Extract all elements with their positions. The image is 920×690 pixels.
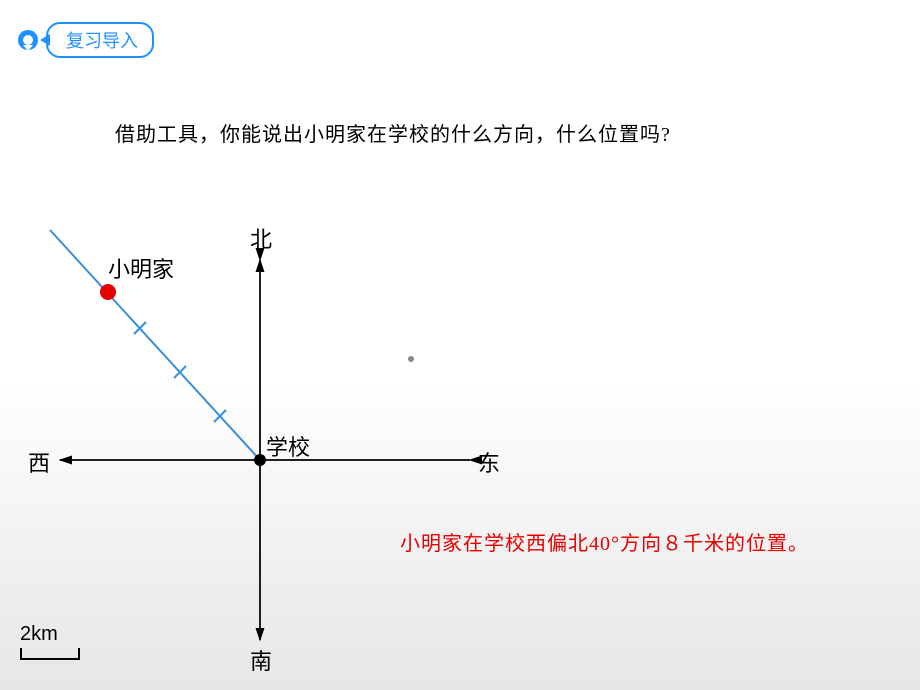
slide-center-marker <box>408 356 414 362</box>
section-badge: 复习导入 <box>46 22 154 58</box>
question-text: 借助工具，你能说出小明家在学校的什么方向，什么位置吗? <box>115 118 671 147</box>
east-label: 东 <box>478 446 500 478</box>
west-label: 西 <box>28 446 50 478</box>
diagram-svg <box>20 220 500 670</box>
home-point <box>100 284 116 300</box>
north-label: 北 <box>250 222 272 254</box>
badge-label: 复习导入 <box>66 31 138 51</box>
south-label: 南 <box>250 644 272 676</box>
bulb-icon <box>18 30 38 50</box>
scale-indicator: 2km <box>20 623 80 660</box>
home-label: 小明家 <box>108 252 174 284</box>
school-point <box>254 454 266 466</box>
compass-diagram: 北 南 西 东 学校 小明家 <box>20 220 500 670</box>
answer-text: 小明家在学校西偏北40°方向８千米的位置。 <box>400 527 809 556</box>
scale-label: 2km <box>20 623 80 646</box>
school-label: 学校 <box>266 430 310 462</box>
scale-bar <box>20 648 80 660</box>
